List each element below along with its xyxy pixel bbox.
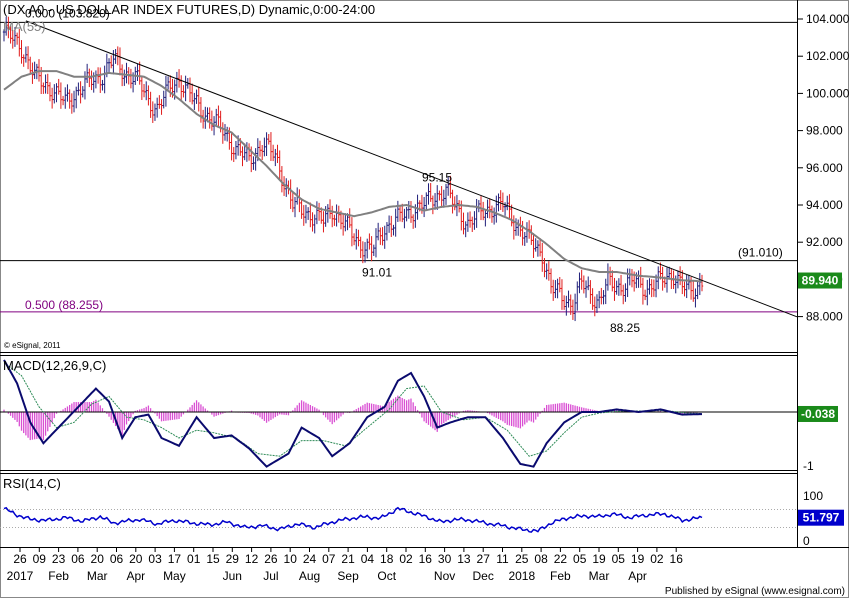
annotation-level-91-010: (91.010) (738, 246, 783, 260)
x-month-tick-label: Jun (223, 569, 242, 583)
x-day-tick-label: 16 (419, 552, 433, 566)
rsi-y-tick-100: 100 (803, 489, 823, 503)
price-y-tick-label: 98.000 (806, 124, 843, 138)
rsi-guide-lines (0, 509, 797, 528)
x-day-tick-label: 25 (515, 552, 529, 566)
x-day-tick-label: 23 (52, 552, 66, 566)
macd-line (3, 359, 702, 468)
x-day-tick-label: 02 (399, 552, 413, 566)
trend-line (25, 20, 798, 318)
x-day-tick-label: 10 (284, 552, 298, 566)
x-day-tick-label: 22 (554, 552, 568, 566)
x-month-tick-label: Feb (48, 569, 69, 583)
rsi-title: RSI(14,C) (3, 476, 61, 491)
price-candles (2, 16, 704, 322)
x-day-tick-label: 30 (438, 552, 452, 566)
x-day-tick-label: 12 (245, 552, 259, 566)
x-day-tick-label: 11 (496, 552, 509, 566)
x-day-tick-label: 01 (187, 552, 201, 566)
x-month-tick-label: 2017 (7, 569, 34, 583)
x-axis-day-ticks: 26 09 23 06 20 06 20 03 17 01 15 29 12 26 10 24 07 21 04 18… (13, 548, 683, 566)
macd-value-badge (798, 405, 838, 422)
x-day-tick-label: 13 (457, 552, 471, 566)
x-day-tick-label: 19 (631, 552, 645, 566)
macd-signal-line (3, 362, 703, 457)
x-day-tick-label: 04 (361, 552, 375, 566)
price-y-tick-label: 100.000 (806, 86, 849, 100)
x-day-tick-label: 17 (168, 552, 182, 566)
price-y-tick-label: 88.000 (806, 310, 843, 324)
x-month-tick-label: Sep (337, 569, 359, 583)
x-month-tick-label: Mar (589, 569, 610, 583)
x-day-tick-label: 20 (129, 552, 143, 566)
fib-level-50-label: 0.500 (88.255) (25, 298, 103, 312)
x-day-tick-label: 19 (592, 552, 606, 566)
macd-last-value: -0.038 (801, 407, 835, 421)
ma-label: MA(55) (3, 19, 46, 34)
x-day-tick-label: 21 (341, 552, 355, 566)
x-day-tick-label: 05 (612, 552, 626, 566)
annotation-low-91-01: 91.01 (362, 266, 392, 280)
x-month-tick-label: Feb (550, 569, 571, 583)
ma-line (3, 70, 703, 283)
x-day-tick-label: 05 (573, 552, 587, 566)
price-y-tick-label: 102.000 (806, 49, 849, 63)
x-day-tick-label: 29 (226, 552, 240, 566)
rsi-last-value: 51.797 (803, 511, 840, 525)
x-month-tick-label: Jul (263, 569, 278, 583)
x-month-tick-label: Mar (87, 569, 108, 583)
price-y-tick-label: 92.000 (806, 235, 843, 249)
last-price-badge (798, 272, 842, 289)
x-day-tick-label: 20 (91, 552, 105, 566)
x-day-tick-label: 03 (148, 552, 162, 566)
price-y-tick-label: 96.000 (806, 161, 843, 175)
x-month-tick-label: Oct (377, 569, 396, 583)
x-month-tick-label: Dec (473, 569, 494, 583)
x-day-tick-label: 24 (303, 552, 317, 566)
rsi-y-tick-0: 0 (803, 534, 810, 548)
price-gridlines (0, 21, 797, 313)
macd-histogram (3, 395, 703, 441)
x-day-tick-label: 06 (71, 552, 85, 566)
x-month-tick-label: Nov (434, 569, 455, 583)
x-month-tick-label: May (163, 569, 186, 583)
price-y-tick-label: 104.000 (806, 12, 849, 26)
x-day-tick-label: 27 (477, 552, 491, 566)
published-by: Published by eSignal (www.esignal.com) (665, 586, 845, 597)
x-month-tick-label: 2018 (508, 569, 535, 583)
x-month-tick-label: Aug (299, 569, 320, 583)
esignal-watermark: © eSignal, 2011 (4, 341, 61, 350)
last-price-value: 89.940 (802, 274, 839, 288)
x-day-tick-label: 16 (670, 552, 684, 566)
macd-title: MACD(12,26,9,C) (3, 358, 106, 373)
x-month-tick-label: Apr (126, 569, 145, 583)
x-day-tick-label: 07 (322, 552, 336, 566)
annotation-high-95-15: 95.15 (422, 171, 452, 185)
x-day-tick-label: 02 (650, 552, 664, 566)
x-day-tick-label: 18 (380, 552, 394, 566)
rsi-line (3, 506, 703, 533)
fib-level-0-label: 0.000 (103.820) (25, 6, 110, 20)
x-day-tick-label: 06 (110, 552, 124, 566)
annotation-low-88-25: 88.25 (610, 321, 640, 335)
x-day-tick-label: 09 (33, 552, 47, 566)
chart-title: (DX A0 - US DOLLAR INDEX FUTURES,D) Dyna… (3, 2, 375, 17)
x-month-tick-label: Apr (628, 569, 647, 583)
x-day-tick-label: 08 (534, 552, 548, 566)
rsi-value-badge (798, 509, 844, 526)
x-axis-month-ticks: 2017 Feb Mar Apr May Jun Jul Aug Sep Oct Nov Dec 201… (7, 569, 647, 583)
x-day-tick-label: 15 (206, 552, 220, 566)
macd-y-tick: -1 (803, 459, 814, 473)
x-day-tick-label: 26 (13, 552, 27, 566)
x-day-tick-label: 26 (264, 552, 278, 566)
price-y-tick-label: 94.000 (806, 198, 843, 212)
